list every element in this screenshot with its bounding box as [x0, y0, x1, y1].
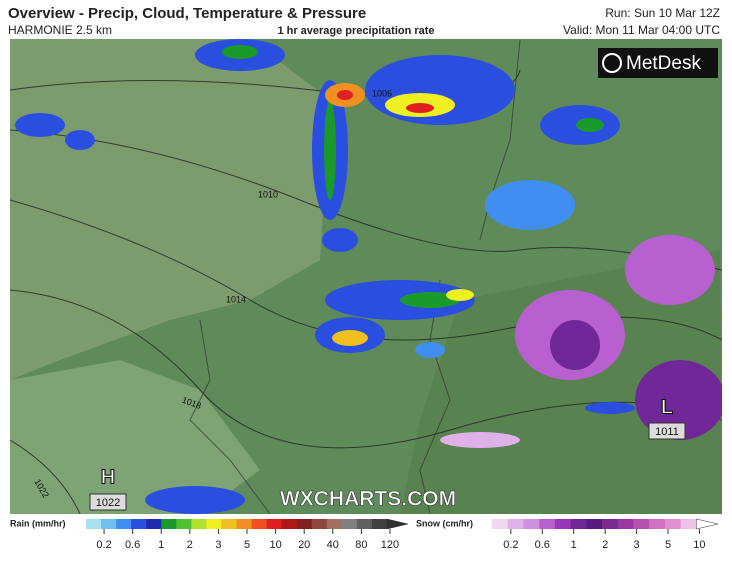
- rain-tick-label: 0.6: [125, 539, 140, 551]
- snow-bar-segment: [539, 519, 556, 529]
- rain-bar-segment: [311, 519, 328, 529]
- rain-bar-segment: [266, 519, 283, 529]
- rain-tick-label: 10: [269, 539, 281, 551]
- high-letter: H: [101, 466, 115, 488]
- snow-bar-segment: [633, 519, 650, 529]
- title: Overview - Precip, Cloud, Temperature & …: [8, 5, 366, 22]
- rain-tick-label: 80: [355, 539, 367, 551]
- subtitle: 1 hr average precipitation rate: [277, 25, 434, 37]
- snow-bar-segment: [680, 519, 697, 529]
- rain-bar-segment: [131, 519, 147, 529]
- snow-tick-label: 2: [602, 539, 608, 551]
- rain-tick-label: 3: [215, 539, 221, 551]
- snow-bar-end: [696, 518, 719, 530]
- logo-icon: [602, 53, 622, 73]
- rain-bar-segment: [101, 519, 117, 529]
- snow-bar-segment: [492, 519, 509, 529]
- rain-legend-label: Rain (mm/hr): [10, 518, 66, 528]
- rain-bar-end: [386, 518, 409, 530]
- snow-bar-segment: [523, 519, 540, 529]
- low-box: [648, 422, 686, 440]
- snow-tick-label: 5: [665, 539, 671, 551]
- rain-tick-label: 2: [187, 539, 193, 551]
- rain-bar-segment: [236, 519, 253, 529]
- rain-bar-segment: [326, 519, 343, 529]
- rain-bar-segment: [221, 519, 237, 529]
- snow-tick-label: 3: [634, 539, 640, 551]
- rain-tick-label: 40: [327, 539, 339, 551]
- rain-tick-label: 0.2: [96, 539, 111, 551]
- rain-bar-segment: [161, 519, 177, 529]
- isobar-label: 1014: [226, 294, 246, 304]
- rain-bar-segment: [356, 519, 373, 529]
- rain-tick-label: 5: [244, 539, 250, 551]
- low-letter: L: [661, 396, 673, 418]
- snow-tick-label: 0.2: [503, 539, 518, 551]
- snow-bar-segment: [554, 519, 572, 529]
- rain-bar-segment: [371, 519, 388, 529]
- model: HARMONIE 2.5 km: [8, 23, 112, 37]
- rain-tick-label: 1: [158, 539, 164, 551]
- run-time: Run: Sun 10 Mar 12Z: [605, 6, 720, 20]
- logo: MetDesk: [626, 53, 701, 74]
- rain-bar-segment: [341, 519, 358, 529]
- snow-tick-label: 1: [571, 539, 577, 551]
- rain-tick-label: 20: [298, 539, 310, 551]
- snow-bar-segment: [507, 519, 524, 529]
- snow-bar-segment: [586, 519, 603, 529]
- rain-tick-label: 120: [381, 539, 399, 551]
- isobar-label: 1006: [372, 88, 392, 98]
- rain-bar-segment: [191, 519, 207, 529]
- snow-tick-label: 0.6: [535, 539, 550, 551]
- map: 1010 1006 1014 1018 1022 H 1022 L 1011 W…: [10, 39, 722, 514]
- valid-time: Valid: Mon 11 Mar 04:00 UTC: [563, 23, 720, 37]
- snow-bar-segment: [664, 519, 682, 529]
- rain-bar-segment: [176, 519, 192, 529]
- rain-bar-segment: [281, 519, 298, 529]
- watermark: WXCHARTS.COM: [280, 488, 456, 511]
- rain-bar-segment: [251, 519, 268, 529]
- snow-bar-segment: [570, 519, 587, 529]
- rain-bar-segment: [146, 519, 162, 529]
- snow-bar-segment: [649, 519, 666, 529]
- high-pressure: 1022: [96, 497, 120, 509]
- snow-legend-label: Snow (cm/hr): [416, 518, 473, 528]
- high-box: [89, 493, 127, 511]
- rain-bar-segment: [86, 519, 102, 529]
- rain-bar-segment: [116, 519, 132, 529]
- rain-bar-segment: [206, 519, 222, 529]
- low-pressure: 1011: [655, 426, 679, 438]
- snow-bar-segment: [602, 519, 619, 529]
- snow-bar-segment: [617, 519, 634, 529]
- snow-tick-label: 10: [693, 539, 705, 551]
- isobar-label: 1010: [258, 189, 278, 199]
- logo-box: [598, 48, 718, 78]
- rain-bar-segment: [296, 519, 313, 529]
